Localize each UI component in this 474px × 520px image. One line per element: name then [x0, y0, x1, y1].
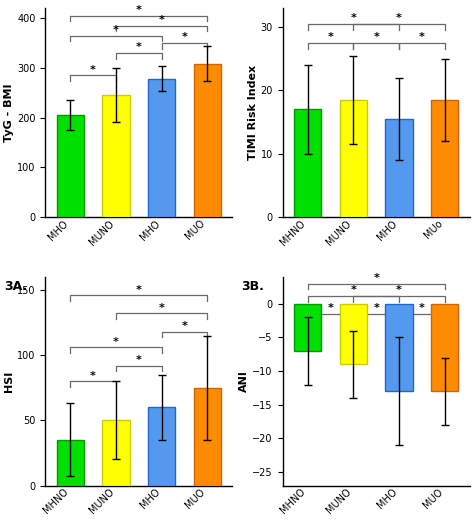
Text: *: * — [136, 5, 142, 15]
Text: *: * — [419, 303, 425, 313]
Y-axis label: ANI: ANI — [239, 370, 249, 392]
Bar — [56, 115, 84, 217]
Bar — [385, 304, 413, 391]
Bar — [56, 440, 84, 486]
Y-axis label: TIMI Risk Index: TIMI Risk Index — [247, 65, 258, 160]
Y-axis label: TyG - BMI: TyG - BMI — [4, 83, 14, 142]
Text: *: * — [350, 14, 356, 23]
Text: *: * — [328, 32, 333, 42]
Text: *: * — [182, 321, 187, 331]
Text: *: * — [90, 371, 96, 381]
Text: *: * — [90, 64, 96, 75]
Text: *: * — [373, 32, 379, 42]
Text: 3A.: 3A. — [4, 280, 27, 293]
Bar — [385, 119, 413, 217]
Text: *: * — [396, 14, 402, 23]
Text: *: * — [419, 32, 425, 42]
Bar — [194, 64, 221, 217]
Text: *: * — [159, 303, 164, 313]
Text: *: * — [373, 273, 379, 283]
Text: *: * — [113, 25, 119, 35]
Text: *: * — [159, 15, 164, 25]
Bar — [148, 407, 175, 486]
Text: *: * — [350, 285, 356, 295]
Text: 3B.: 3B. — [241, 280, 264, 293]
Bar — [194, 388, 221, 486]
Text: *: * — [396, 285, 402, 295]
Bar — [340, 100, 367, 217]
Text: *: * — [136, 355, 142, 365]
Text: *: * — [136, 42, 142, 53]
Text: *: * — [113, 336, 119, 347]
Text: *: * — [373, 303, 379, 313]
Text: *: * — [182, 32, 187, 42]
Bar — [431, 304, 458, 391]
Bar — [294, 109, 321, 217]
Bar — [431, 100, 458, 217]
Bar — [102, 95, 130, 217]
Bar — [340, 304, 367, 365]
Y-axis label: HSI: HSI — [4, 371, 14, 392]
Text: *: * — [328, 303, 333, 313]
Bar — [102, 420, 130, 486]
Bar — [148, 79, 175, 217]
Text: *: * — [136, 284, 142, 294]
Bar — [294, 304, 321, 351]
